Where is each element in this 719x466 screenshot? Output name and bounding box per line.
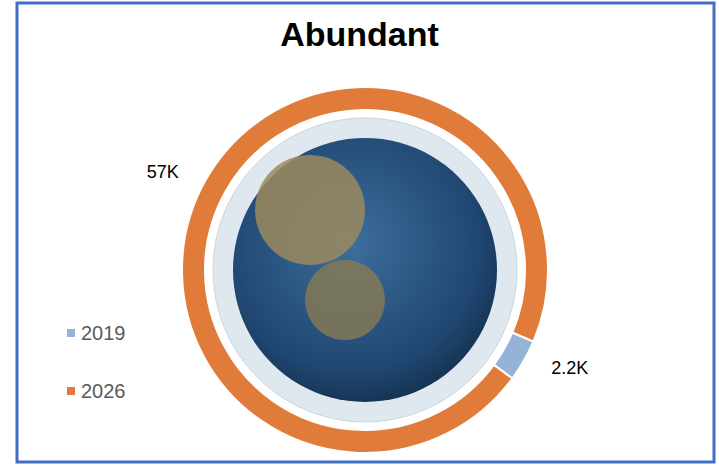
svg-text:Abundant: Abundant — [280, 15, 439, 53]
svg-text:2.2K: 2.2K — [551, 358, 588, 378]
svg-text:2026: 2026 — [81, 380, 126, 402]
svg-text:2019: 2019 — [81, 322, 126, 344]
svg-text:57K: 57K — [147, 162, 179, 182]
